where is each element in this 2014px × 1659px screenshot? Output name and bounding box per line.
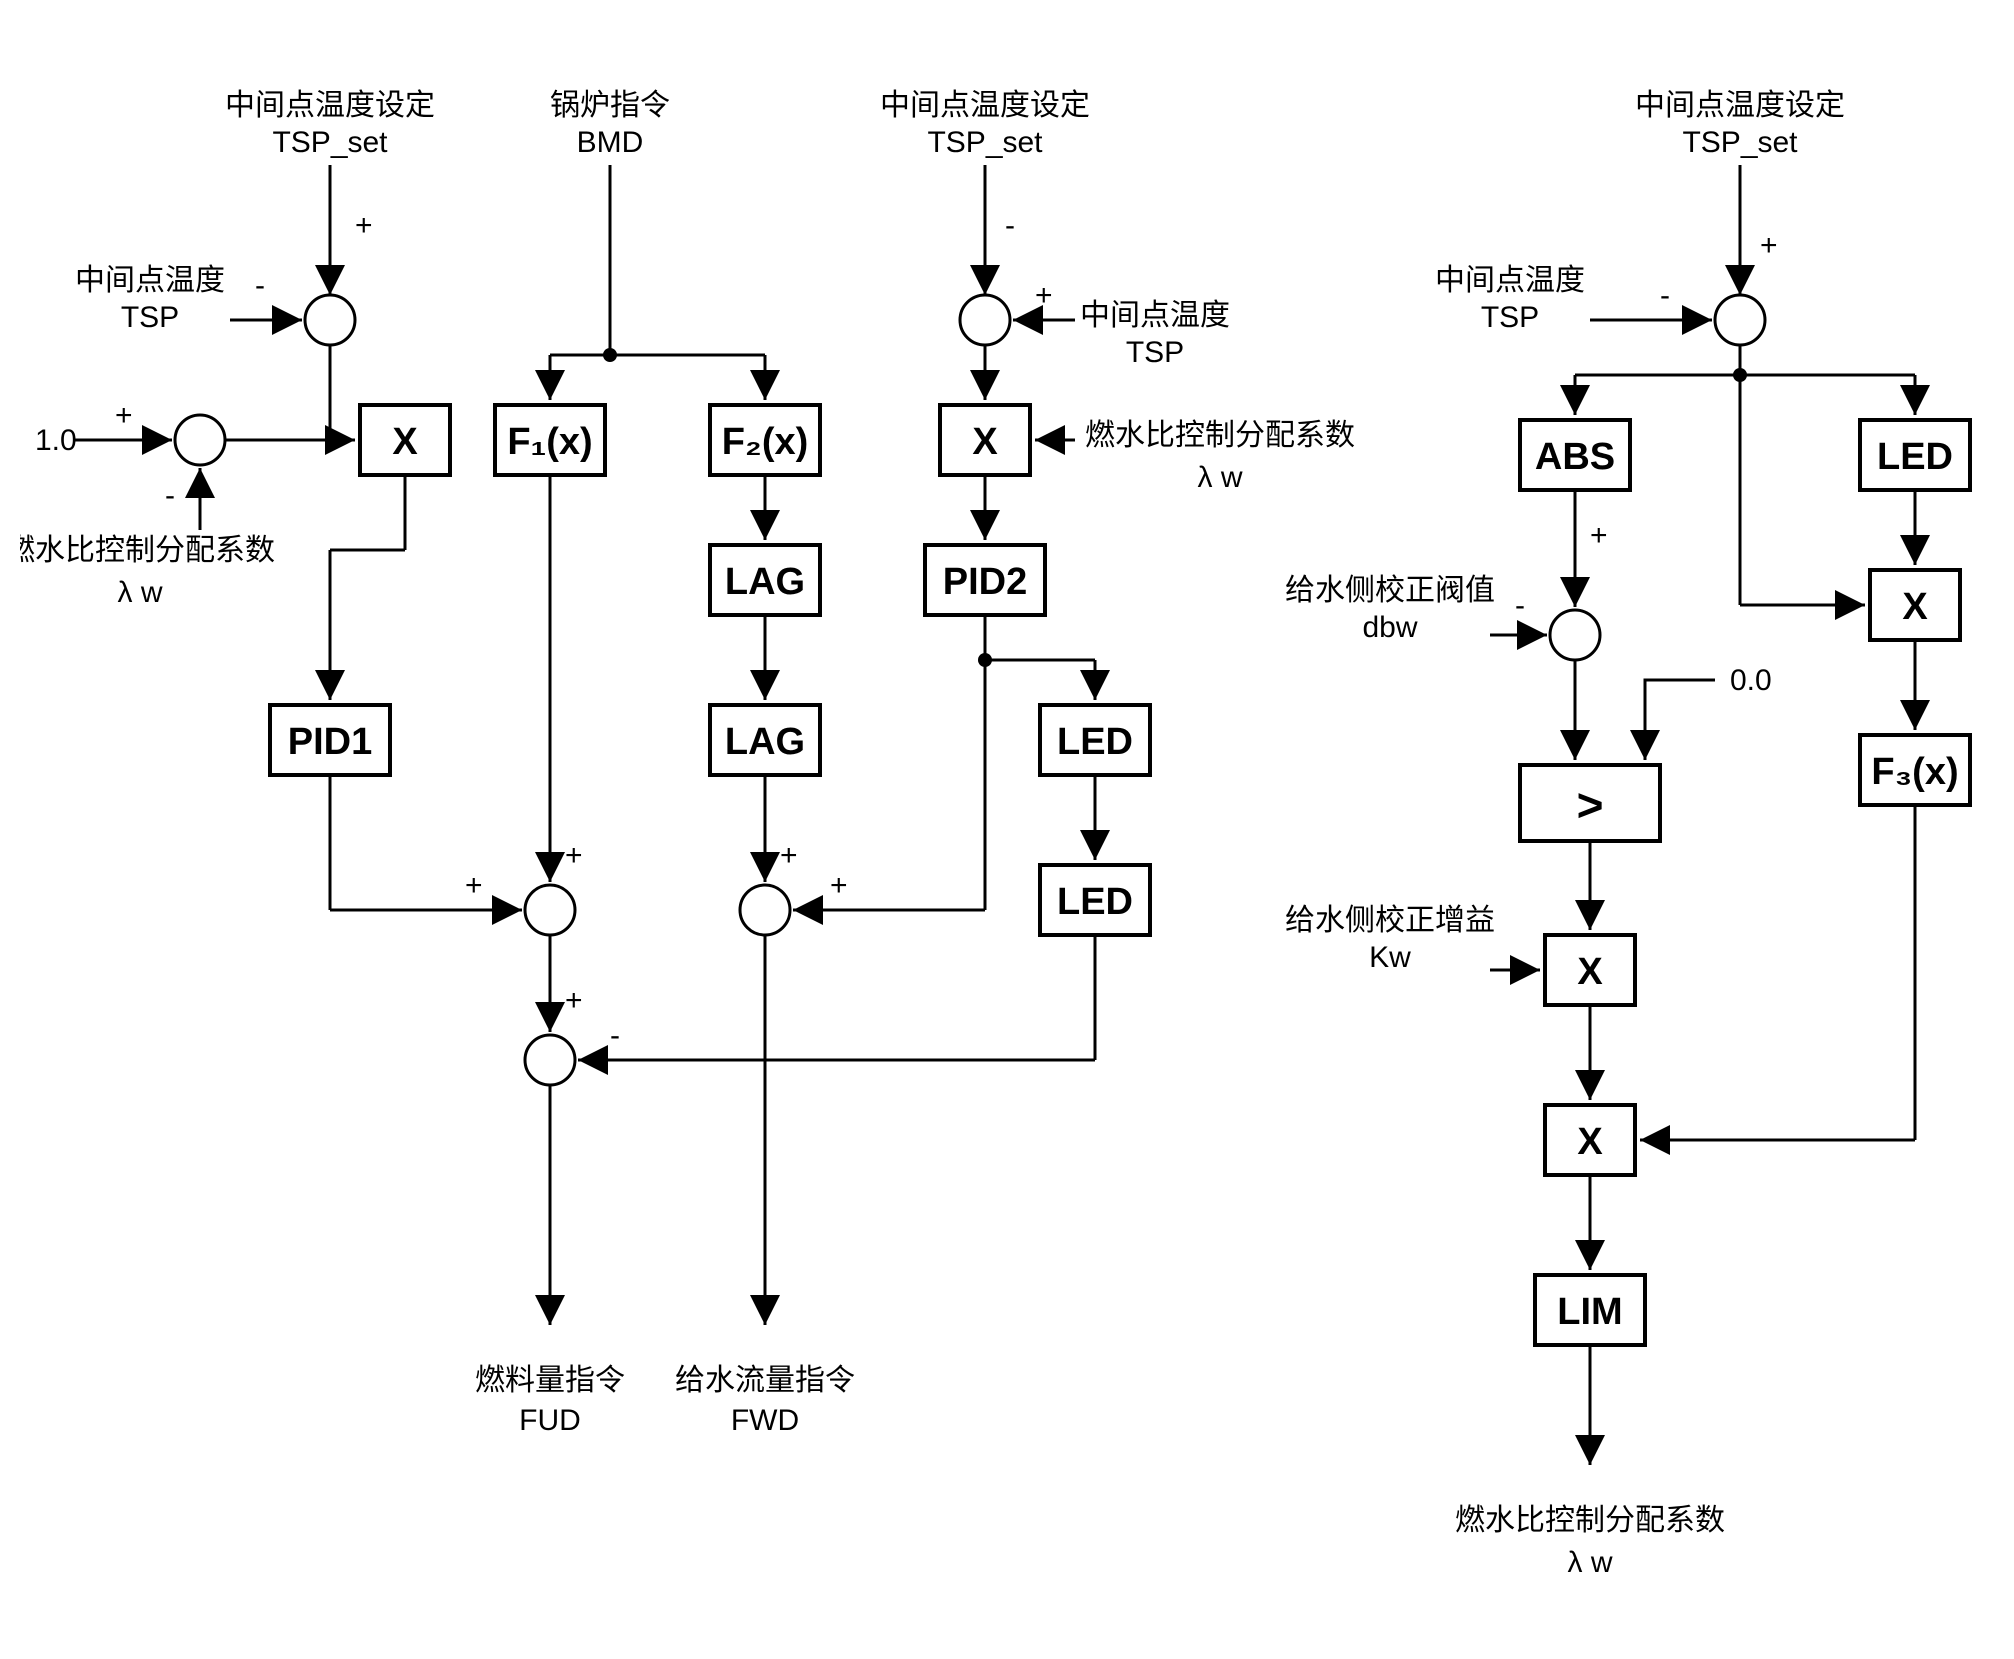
svg-text:X: X [1577, 951, 1603, 993]
sum-fud [525, 1035, 575, 1085]
svg-text:>: > [1577, 779, 1604, 831]
svg-text:LED: LED [1057, 721, 1133, 763]
tsp-set-1-cn: 中间点温度设定 [225, 89, 435, 122]
lambda-w-1-en: λ w [118, 576, 163, 609]
svg-text:X: X [392, 421, 418, 463]
svg-text:F₁(x): F₁(x) [507, 421, 592, 463]
svg-text:-: - [610, 1019, 620, 1052]
svg-text:-: - [1515, 589, 1525, 622]
const-one: 1.0 [35, 424, 77, 457]
fud-en: FUD [519, 1404, 581, 1437]
kw-en: Kw [1369, 941, 1411, 974]
tsp-set-2-cn: 中间点温度设定 [880, 89, 1090, 122]
lambda-out-en: λ w [1568, 1546, 1613, 1579]
lambda-w-1-cn: 燃水比控制分配系数 [20, 534, 275, 567]
svg-text:+: + [1035, 279, 1053, 312]
tsp-set-3-cn: 中间点温度设定 [1635, 89, 1845, 122]
sum-tsp2 [960, 295, 1010, 345]
svg-text:-: - [165, 479, 175, 512]
bmd-cn: 锅炉指令 [550, 89, 670, 122]
fwd-en: FWD [731, 1404, 799, 1437]
sum-fud-pre [525, 885, 575, 935]
svg-text:LED: LED [1057, 881, 1133, 923]
svg-text:+: + [565, 839, 583, 872]
svg-text:X: X [1577, 1121, 1603, 1163]
lambda-w-2-en: λ w [1198, 461, 1243, 494]
sum-lambda1 [175, 415, 225, 465]
svg-text:-: - [255, 269, 265, 302]
tsp-1-en: TSP [121, 301, 179, 334]
svg-text:PID2: PID2 [943, 561, 1027, 603]
tsp-set-3-en: TSP_set [1682, 126, 1798, 159]
tsp-3-cn: 中间点温度 [1435, 264, 1585, 297]
sum-fwd [740, 885, 790, 935]
svg-text:F₃(x): F₃(x) [1871, 751, 1958, 793]
control-diagram: 中间点温度设定 TSP_set + 中间点温度 TSP - X 1.0 + 燃水… [20, 20, 2014, 1639]
tsp-set-2-en: TSP_set [927, 126, 1043, 159]
svg-text:PID1: PID1 [288, 721, 372, 763]
const-zero: 0.0 [1730, 664, 1772, 697]
svg-text:+: + [780, 839, 798, 872]
tsp-1-cn: 中间点温度 [75, 264, 225, 297]
svg-text:LAG: LAG [725, 561, 805, 603]
svg-text:-: - [1660, 279, 1670, 312]
svg-text:LIM: LIM [1557, 1291, 1622, 1333]
svg-text:ABS: ABS [1535, 436, 1615, 478]
svg-text:F₂(x): F₂(x) [722, 421, 809, 463]
svg-text:+: + [355, 209, 373, 242]
tsp-set-1-en: TSP_set [272, 126, 388, 159]
lambda-out-cn: 燃水比控制分配系数 [1455, 1504, 1725, 1537]
tsp-2-en: TSP [1126, 336, 1184, 369]
svg-text:-: - [1005, 209, 1015, 242]
tsp-3-en: TSP [1481, 301, 1539, 334]
svg-text:+: + [115, 399, 133, 432]
svg-text:+: + [1760, 229, 1778, 262]
sum-tsp1 [305, 295, 355, 345]
sum-dbw [1550, 610, 1600, 660]
tsp-2-cn: 中间点温度 [1080, 299, 1230, 332]
svg-text:+: + [465, 869, 483, 902]
sum-tsp3 [1715, 295, 1765, 345]
kw-cn: 给水侧校正增益 [1285, 904, 1495, 937]
svg-text:+: + [830, 869, 848, 902]
bmd-en: BMD [577, 126, 644, 159]
svg-text:X: X [972, 421, 998, 463]
svg-text:LED: LED [1877, 436, 1953, 478]
fwd-cn: 给水流量指令 [675, 1364, 855, 1397]
svg-text:+: + [1590, 519, 1608, 552]
svg-text:X: X [1902, 586, 1928, 628]
lambda-w-2-cn: 燃水比控制分配系数 [1085, 419, 1355, 452]
dbw-cn: 给水侧校正阀值 [1285, 574, 1495, 607]
svg-text:+: + [565, 984, 583, 1017]
fud-cn: 燃料量指令 [475, 1364, 625, 1397]
svg-text:LAG: LAG [725, 721, 805, 763]
dbw-en: dbw [1362, 611, 1417, 644]
